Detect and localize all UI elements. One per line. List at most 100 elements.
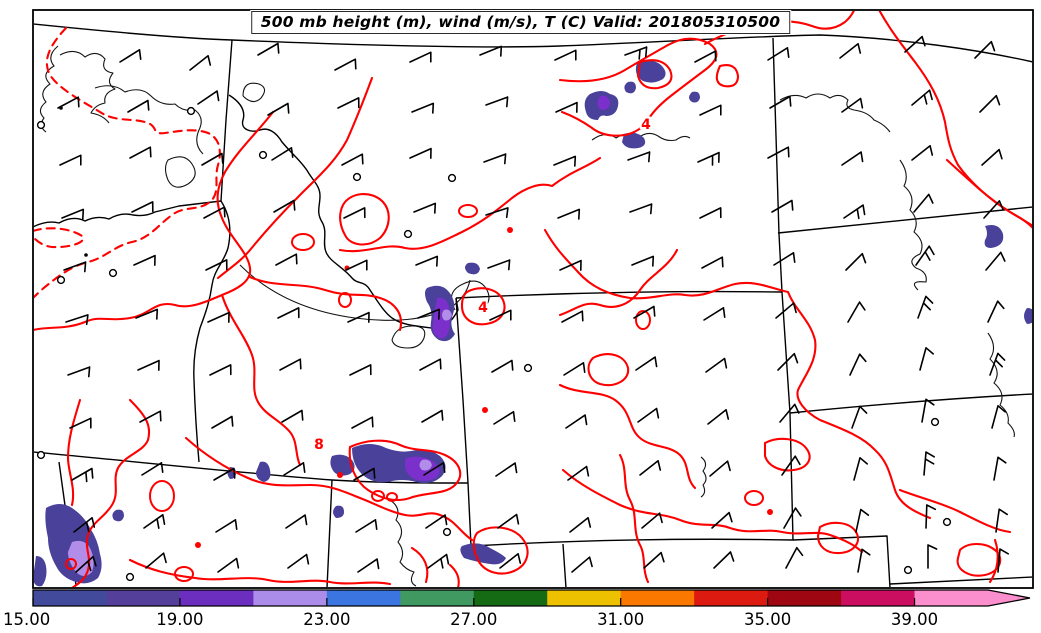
wind-barb bbox=[145, 552, 167, 569]
wind-barb bbox=[557, 208, 581, 220]
contour bbox=[618, 453, 650, 584]
wind-barb bbox=[267, 102, 290, 116]
border-42n bbox=[34, 451, 469, 484]
wind-barb bbox=[785, 546, 804, 569]
border-sd-ne bbox=[789, 393, 1032, 414]
wind-barb bbox=[559, 259, 582, 271]
colorbar: 15.00 19.00 23.00 27.00 31.00 35.00 39.00 bbox=[3, 589, 1031, 629]
wind-barb bbox=[915, 245, 935, 266]
contour-dot bbox=[482, 407, 488, 413]
wind-barb bbox=[857, 548, 871, 573]
wind-barb bbox=[341, 153, 364, 166]
temp-contour-rings bbox=[65, 204, 773, 582]
wind-barb bbox=[139, 410, 162, 423]
wind-barb bbox=[563, 362, 586, 376]
wind-barb bbox=[137, 359, 160, 371]
wind-barb bbox=[489, 309, 512, 321]
colorbar-segment bbox=[694, 590, 769, 606]
wind-barb bbox=[839, 43, 862, 59]
wind-barb bbox=[709, 460, 731, 477]
border-wa-id bbox=[220, 39, 233, 202]
wind-barb bbox=[347, 311, 370, 323]
wind-barb bbox=[627, 151, 651, 163]
wind-barb bbox=[334, 58, 357, 71]
colorbar-segment bbox=[33, 590, 107, 606]
precip-light bbox=[442, 309, 452, 321]
wind-barb bbox=[71, 467, 94, 483]
wind-barb bbox=[711, 511, 733, 529]
wind-barb bbox=[63, 261, 87, 273]
wind-barb bbox=[275, 253, 298, 266]
precip-patch bbox=[689, 91, 700, 103]
calm-circle bbox=[186, 106, 196, 116]
wind-barb bbox=[779, 403, 800, 423]
contour bbox=[339, 193, 390, 246]
precip-core bbox=[597, 95, 610, 110]
contour bbox=[66, 398, 82, 507]
wind-barb bbox=[775, 302, 797, 319]
wind-barb bbox=[633, 305, 656, 319]
wind-barb bbox=[131, 201, 154, 213]
wind-barb bbox=[641, 512, 663, 529]
wind-barb bbox=[553, 155, 577, 167]
wind-barb bbox=[211, 415, 234, 429]
precip-patch bbox=[460, 543, 506, 565]
colorbar-segment bbox=[400, 590, 475, 606]
wind-barb bbox=[637, 407, 660, 423]
rivers-lakes bbox=[39, 45, 1015, 587]
wind-barb bbox=[357, 558, 380, 573]
river-columbia-bend bbox=[164, 156, 196, 188]
river-columbia bbox=[94, 85, 204, 155]
wind-barb bbox=[209, 364, 232, 376]
wind-barb bbox=[921, 398, 935, 423]
border-41n bbox=[470, 535, 891, 587]
wind-barb bbox=[75, 555, 97, 573]
contour-ring bbox=[174, 566, 194, 582]
river-snake bbox=[239, 264, 471, 321]
wind-barb bbox=[485, 96, 509, 108]
colorbar-segment bbox=[767, 590, 842, 606]
calm-circle bbox=[36, 120, 46, 130]
wind-barb bbox=[849, 353, 867, 376]
colorbar-tick-label: 27.00 bbox=[450, 610, 497, 629]
precip-patch bbox=[333, 505, 344, 518]
wind-barb bbox=[555, 101, 578, 113]
wind-barb bbox=[991, 405, 1006, 429]
wind-barb bbox=[767, 146, 790, 159]
contour bbox=[448, 563, 460, 587]
river-snake-fork bbox=[450, 280, 490, 311]
contour bbox=[184, 436, 474, 542]
wind-barb bbox=[417, 308, 441, 320]
wind-barb bbox=[277, 307, 300, 319]
wind-barb bbox=[561, 310, 584, 323]
contour-ring bbox=[386, 492, 398, 502]
calm-circle bbox=[56, 275, 66, 285]
wind-barb bbox=[643, 551, 665, 569]
wind-barb bbox=[69, 417, 92, 429]
wind-barb bbox=[855, 508, 870, 533]
wind-barb bbox=[285, 514, 308, 529]
wind-barb bbox=[345, 259, 368, 271]
precip-patch bbox=[465, 262, 480, 275]
wind-barb bbox=[351, 416, 374, 429]
contour bbox=[561, 468, 864, 554]
colorbar-tick-label: 19.00 bbox=[156, 610, 203, 629]
wind-barb bbox=[213, 467, 236, 481]
wind-barb bbox=[415, 255, 439, 267]
wind-barb bbox=[427, 553, 450, 569]
precip-patch bbox=[624, 81, 636, 94]
wind-barb bbox=[197, 90, 220, 105]
wind-barb bbox=[927, 544, 938, 569]
colorbar-segment bbox=[326, 590, 401, 606]
contour bbox=[472, 526, 529, 575]
wind-barb bbox=[61, 208, 85, 220]
wind-barb bbox=[565, 414, 588, 429]
contour bbox=[128, 558, 392, 586]
wind-barb bbox=[283, 462, 306, 476]
temp-contours-dashed bbox=[34, 26, 221, 299]
wind-barb bbox=[485, 207, 509, 219]
contour-ring bbox=[291, 233, 315, 251]
wind-barb bbox=[483, 153, 507, 165]
border-or-id bbox=[193, 200, 231, 463]
